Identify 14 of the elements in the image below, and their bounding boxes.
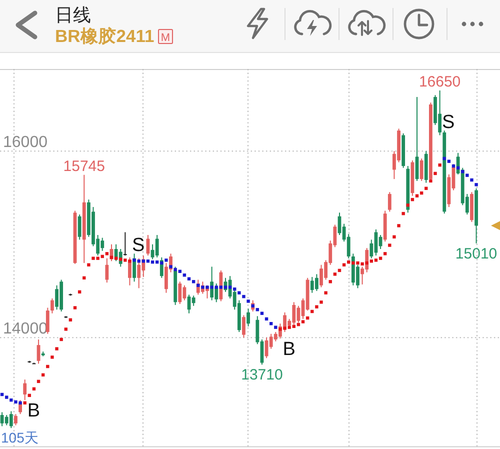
annotation: 15745: [63, 158, 105, 175]
annotation: M: [160, 32, 170, 44]
annotation: 13710: [241, 366, 283, 384]
value-label: B: [282, 339, 296, 360]
annotation: 105天: [1, 430, 38, 446]
ytick-label: 16000: [3, 134, 48, 152]
value-label: S: [442, 112, 455, 134]
subtitle: BR橡胶2411: [55, 26, 154, 46]
annotation: 16650: [418, 73, 461, 90]
ytick-label: 14000: [3, 320, 48, 338]
annotation: 15010: [455, 245, 498, 262]
title: 日线: [55, 5, 91, 25]
value-label: S: [132, 235, 145, 256]
value-label: B: [27, 400, 40, 422]
